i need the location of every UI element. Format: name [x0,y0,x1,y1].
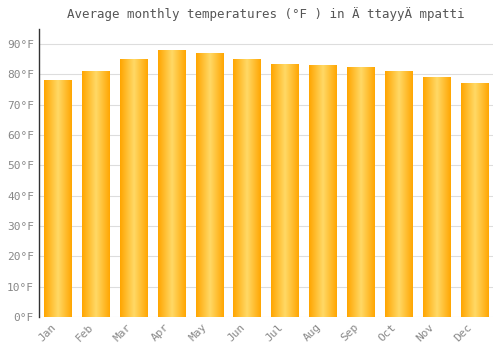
Title: Average monthly temperatures (°F ) in Ä ttayyÄ mpatti: Average monthly temperatures (°F ) in Ä … [67,7,464,21]
